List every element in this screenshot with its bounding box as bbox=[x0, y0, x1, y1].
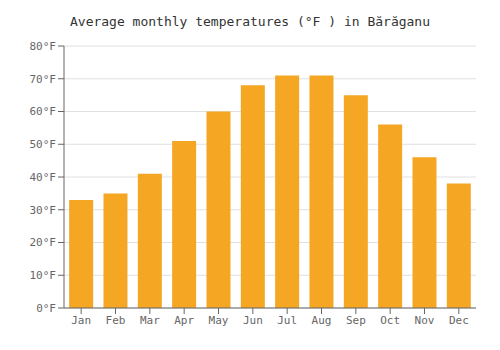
svg-text:Apr: Apr bbox=[174, 314, 194, 327]
svg-text:60°F: 60°F bbox=[30, 105, 57, 118]
svg-text:Dec: Dec bbox=[449, 314, 469, 327]
svg-text:Aug: Aug bbox=[312, 314, 332, 327]
svg-text:40°F: 40°F bbox=[30, 171, 57, 184]
svg-text:80°F: 80°F bbox=[30, 40, 57, 53]
html-text:Average monthly temperatures (: Average monthly temperatures (°F ) in Bă… bbox=[70, 14, 430, 29]
svg-text:Jun: Jun bbox=[243, 314, 263, 327]
svg-text:Jul: Jul bbox=[277, 314, 297, 327]
svg-text:Oct: Oct bbox=[380, 314, 400, 327]
svg-text:50°F: 50°F bbox=[30, 138, 57, 151]
svg-text:Jan: Jan bbox=[71, 314, 91, 327]
svg-text:Mar: Mar bbox=[140, 314, 160, 327]
svg-text:70°F: 70°F bbox=[30, 73, 57, 86]
svg-text:Sep: Sep bbox=[346, 314, 366, 327]
svg-text:20°F: 20°F bbox=[30, 236, 57, 249]
svg-text:May: May bbox=[209, 314, 229, 327]
svg-text:30°F: 30°F bbox=[30, 204, 57, 217]
svg-text:10°F: 10°F bbox=[30, 269, 57, 282]
svg-text:Nov: Nov bbox=[415, 314, 435, 327]
svg-text:0°F: 0°F bbox=[36, 302, 56, 315]
svg-text:Feb: Feb bbox=[106, 314, 126, 327]
